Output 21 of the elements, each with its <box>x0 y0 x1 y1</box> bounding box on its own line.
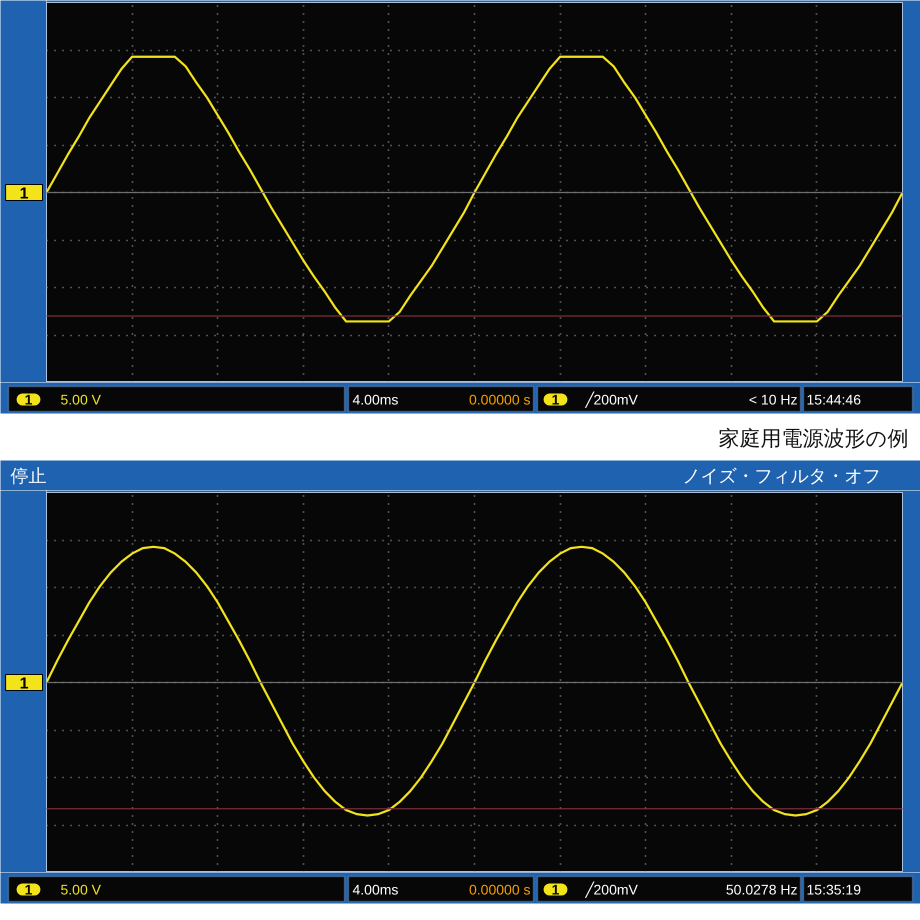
text: ╱200mV <box>584 392 639 408</box>
chart-title: 停止 <box>10 466 46 487</box>
chart-subtitle: ノイズ・フィルタ・オフ <box>682 466 880 487</box>
text: 家庭用電源波形の例 <box>718 426 908 450</box>
text: 4.00ms <box>352 392 398 408</box>
text: < 10 Hz <box>748 392 798 408</box>
text: 1 <box>552 882 560 898</box>
text: 1 <box>20 676 29 692</box>
text: 0.00000 s <box>469 392 531 408</box>
text: 50.0278 Hz <box>726 882 798 898</box>
text: 1 <box>20 186 29 202</box>
text: 0.00000 s <box>469 882 531 898</box>
text: 1 <box>24 392 33 408</box>
text: 1 <box>24 882 33 898</box>
text: 15:35:19 <box>806 882 862 898</box>
text: 1 <box>552 392 560 408</box>
text: 4.00ms <box>352 882 398 898</box>
text: 5.00 V <box>60 882 102 898</box>
text: 15:44:46 <box>806 392 862 408</box>
text: ╱200mV <box>584 882 639 898</box>
text: 5.00 V <box>60 392 102 408</box>
